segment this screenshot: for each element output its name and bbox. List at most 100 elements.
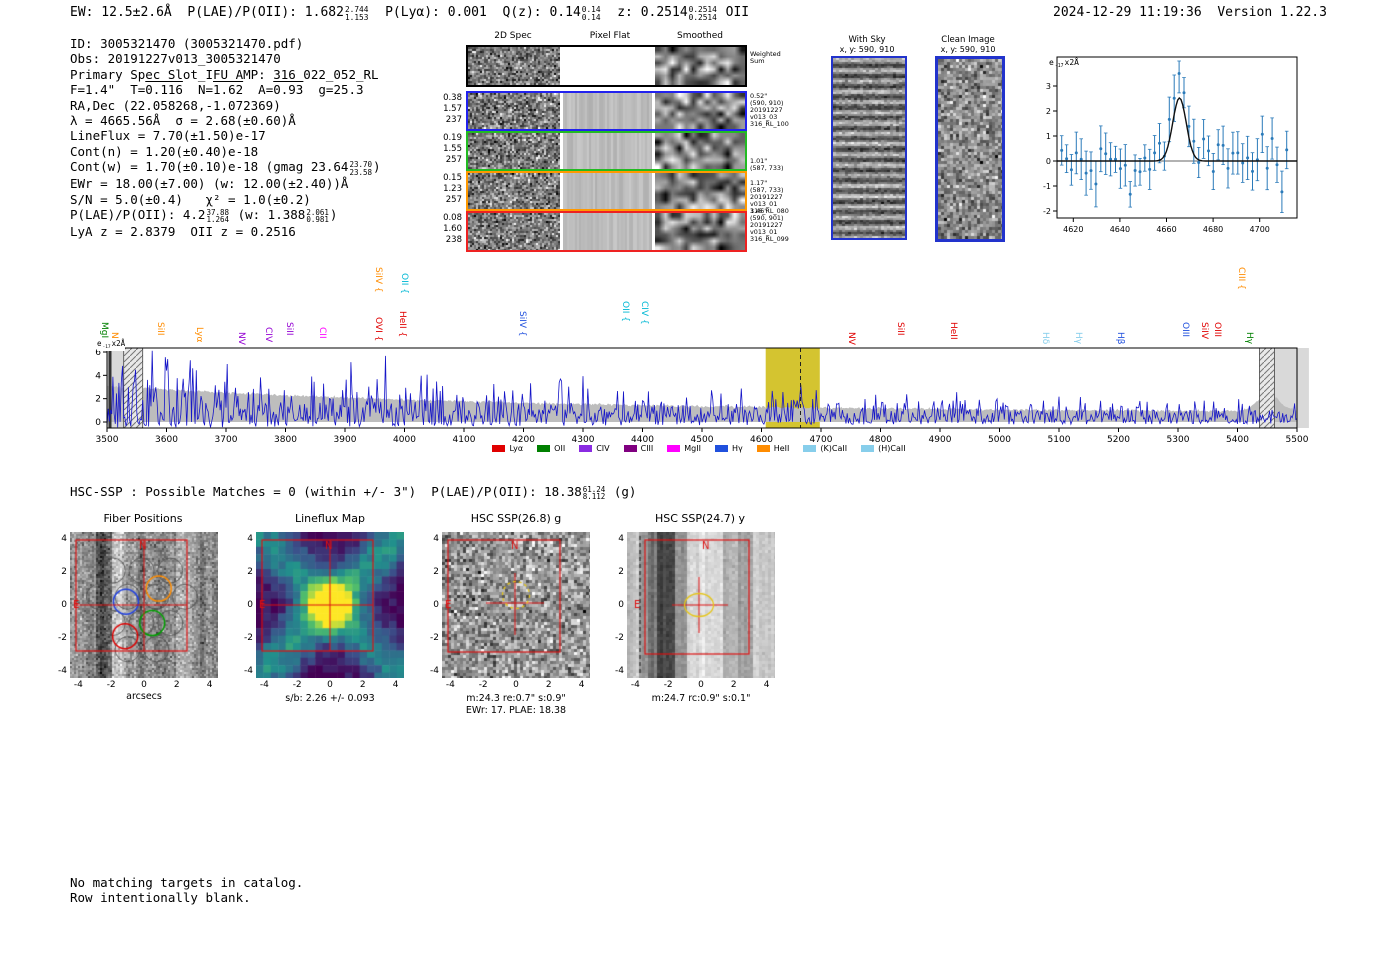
legend-label: (H)CaII — [878, 444, 906, 453]
panel-x-tick-label: -4 — [259, 680, 269, 690]
panel-x-tick-label: 4 — [578, 680, 585, 690]
spec2d-image — [468, 93, 560, 129]
annotation-line: 20191227 — [750, 193, 783, 201]
weight-value: 1.60 — [443, 224, 462, 234]
text-segment: Q(z): 0.14 — [502, 5, 581, 20]
info-line: Obs: 20191227v013_3005321470 — [70, 51, 381, 66]
panel-y-tick-label: 4 — [433, 534, 439, 545]
svg-text:5300: 5300 — [1167, 435, 1190, 445]
line-marker-label: SiII — [894, 321, 905, 336]
info-line: LineFlux = 7.70(±1.50)e-17 — [70, 128, 381, 143]
superscript: 61.24 — [582, 484, 606, 494]
with-sky-image — [831, 56, 907, 240]
svg-text:4900: 4900 — [929, 435, 952, 445]
svg-text:3600: 3600 — [155, 435, 178, 445]
clean-image-coords: x, y: 590, 910 — [940, 45, 996, 54]
panel-x-tick-label: 2 — [173, 680, 180, 690]
panel-title-lineflux-map: Lineflux Map — [294, 512, 366, 525]
svg-text:4400: 4400 — [631, 435, 654, 445]
weight-value: 1.55 — [443, 144, 462, 154]
legend-label: Hγ — [731, 444, 743, 453]
panel-y-tick-label: -2 — [615, 632, 624, 643]
weight-value: 238 — [445, 235, 462, 245]
text-segment: S/N = 5.0(±0.4) χ² = 1.0(±0.2) — [70, 191, 311, 207]
sup-sub-stack: -17 — [1055, 64, 1064, 70]
svg-text:0: 0 — [1046, 157, 1051, 166]
zoom-flux-units-label: e -17 x2Å — [1049, 58, 1079, 70]
legend-label: Lyα — [509, 444, 524, 453]
svg-text:4500: 4500 — [691, 435, 714, 445]
svg-text:4600: 4600 — [750, 435, 773, 445]
full-spectrum-chart: 3500 3600 3700 3800 3900 4000 4100 4200 4300 4400… — [88, 338, 1310, 456]
clean-image-title: Clean Image — [941, 35, 995, 45]
column-title-2d-spec: 2D Spec — [494, 31, 532, 41]
panel-y-tick-label: 2 — [433, 567, 439, 578]
text-segment: HSC-SSP : Possible Matches = 0 (within +… — [70, 484, 582, 499]
svg-text:4680: 4680 — [1203, 225, 1223, 234]
legend-color-swatch — [667, 445, 681, 452]
svg-text:0: 0 — [95, 418, 101, 428]
panel-x-tick-label: 2 — [730, 680, 737, 690]
annotation-line: 316_RL_100 — [750, 120, 789, 128]
line-marker-label: SiII — [155, 321, 166, 336]
column-title-smoothed: Smoothed — [677, 31, 723, 41]
cutout-row — [466, 91, 747, 131]
fiber-positions-image — [70, 532, 218, 678]
text-segment: P(LAE)/P(OII): 4.2 — [70, 206, 206, 222]
pixel-flat-image — [563, 133, 652, 169]
annotation-line: v013_01 — [750, 228, 778, 236]
text-segment: LyA z = 2.8379 OII z = 0.2516 — [70, 223, 296, 239]
svg-text:-2: -2 — [1043, 207, 1051, 216]
text-segment: z: 0.2514 — [601, 5, 688, 20]
annotation-line: (590, 910) — [750, 99, 784, 107]
legend-color-swatch — [756, 445, 770, 452]
svg-text:-1: -1 — [1043, 182, 1051, 191]
header-summary: EW: 12.5±2.6Å P(LAE)/P(OII): 1.682 2.744 1… — [70, 5, 749, 21]
panel-y-tick-label: 0 — [433, 600, 439, 610]
panel-x-tick-label: -4 — [630, 680, 640, 690]
sup-sub-stack: 61.24 8.112 — [583, 486, 606, 501]
annotation-line: 316_RL_080 — [750, 207, 789, 215]
text-segment: N= — [182, 82, 214, 98]
cutout-row-annotation: 1.17" (587, 733) 20191227 v013_01 316_RL_080 — [750, 180, 812, 215]
panel-x-tick-label: -4 — [73, 680, 83, 690]
panel-y-tick-label: 4 — [247, 534, 253, 545]
svg-text:5400: 5400 — [1226, 435, 1249, 445]
sup-sub-stack: 0.2514 0.2514 — [688, 5, 717, 22]
spec2d-image — [468, 213, 560, 250]
annotation-line: (587, 733) — [750, 186, 784, 194]
subscript: 23.58 — [349, 167, 373, 177]
weight-value: 0.19 — [443, 133, 462, 143]
sup-sub-stack: 37.88 1.264 — [206, 209, 229, 224]
text-segment: EWr = 18.00(±7.00) (w: 12.00(±2.40))Å — [70, 176, 349, 192]
weight-value: 0.08 — [443, 213, 462, 223]
panel-y-tick-label: 4 — [618, 534, 624, 545]
text-segment: (g) — [606, 484, 637, 499]
line-marker-label: OII { — [620, 300, 631, 322]
superscript: -17 — [102, 345, 111, 351]
text-segment: 1.62 — [213, 82, 244, 98]
panel-y-tick-label: -4 — [615, 665, 624, 676]
lineflux-map-image — [256, 532, 404, 678]
line-marker-label: SiII — [283, 321, 294, 336]
line-marker-label: HeII — [947, 321, 958, 340]
panel-title-hsc-y: HSC SSP(24.7) y — [654, 512, 746, 525]
legend-item: CIII — [623, 444, 653, 453]
legend-item: Lyα — [492, 444, 523, 453]
text-segment: P(Lyα): 0.001 — [369, 5, 503, 20]
sup-sub-stack: 0.14 0.14 — [581, 4, 601, 22]
line-marker-label: CII — [316, 327, 327, 339]
text-segment: ID: 3005321470 (3005321470.pdf) — [70, 36, 304, 51]
svg-text:4620: 4620 — [1063, 225, 1083, 234]
footer-line-1: No matching targets in catalog. — [70, 875, 304, 890]
text-segment: F=1.4" T= — [70, 82, 146, 98]
line-marker-label: OII { — [399, 272, 409, 294]
line-marker-label: SiIV — [1199, 321, 1210, 339]
subscript: 0.2514 — [688, 12, 717, 22]
superscript: 0.14 — [581, 4, 601, 14]
info-line: Cont(n) = 1.20(±0.40)e-18 — [70, 144, 381, 159]
annotation-line: 20191227 — [750, 106, 783, 114]
text-segment: A= — [243, 82, 274, 98]
sup-sub-stack: 2.744 1.153 — [345, 5, 368, 22]
panel-y-tick-label: 2 — [61, 567, 67, 578]
